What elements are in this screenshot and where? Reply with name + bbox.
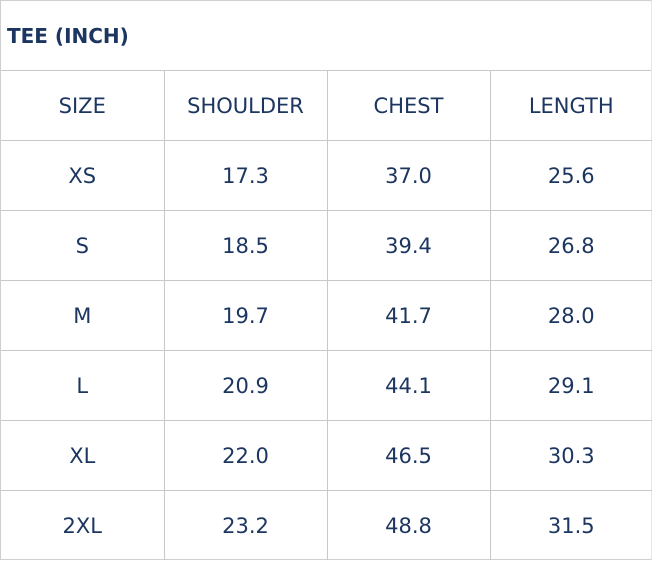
table-cell: 46.5 (327, 420, 491, 491)
table-cell: 2XL (1, 490, 165, 560)
table-cell: 26.8 (490, 210, 652, 281)
table-cell: L (1, 350, 165, 421)
table-row: XL 22.0 46.5 30.3 (1, 420, 652, 491)
table-cell: 48.8 (327, 490, 491, 560)
column-header: CHEST (327, 71, 491, 141)
table-cell: 28.0 (490, 280, 652, 351)
table-cell: XS (1, 140, 165, 211)
table-cell: 37.0 (327, 140, 491, 211)
table-cell: 17.3 (164, 140, 328, 211)
table-cell: 19.7 (164, 280, 328, 351)
table-cell: XL (1, 420, 165, 491)
table-cell: 25.6 (490, 140, 652, 211)
size-table: SIZE SHOULDER CHEST LENGTH XS 17.3 37.0 25.6 S 18… (1, 71, 652, 560)
table-row: L 20.9 44.1 29.1 (1, 350, 652, 421)
header-row: SIZE SHOULDER CHEST LENGTH (1, 71, 652, 141)
table-cell: M (1, 280, 165, 351)
table-row: M 19.7 41.7 28.0 (1, 280, 652, 351)
table-cell: 39.4 (327, 210, 491, 281)
table-row: 2XL 23.2 48.8 31.5 (1, 490, 652, 560)
column-header: SIZE (1, 71, 165, 141)
table-cell: S (1, 210, 165, 281)
table-cell: 30.3 (490, 420, 652, 491)
table-cell: 29.1 (490, 350, 652, 421)
table-row: XS 17.3 37.0 25.6 (1, 140, 652, 211)
table-cell: 20.9 (164, 350, 328, 421)
table-cell: 18.5 (164, 210, 328, 281)
table-cell: 22.0 (164, 420, 328, 491)
column-header: LENGTH (490, 71, 652, 141)
table-cell: 41.7 (327, 280, 491, 351)
table-cell: 44.1 (327, 350, 491, 421)
table-cell: 31.5 (547, 513, 595, 538)
table-cell: 23.2 (164, 490, 328, 560)
column-header: SHOULDER (164, 71, 328, 141)
table-row: S 18.5 39.4 26.8 (1, 210, 652, 281)
table-title: TEE (INCH) (1, 1, 651, 71)
